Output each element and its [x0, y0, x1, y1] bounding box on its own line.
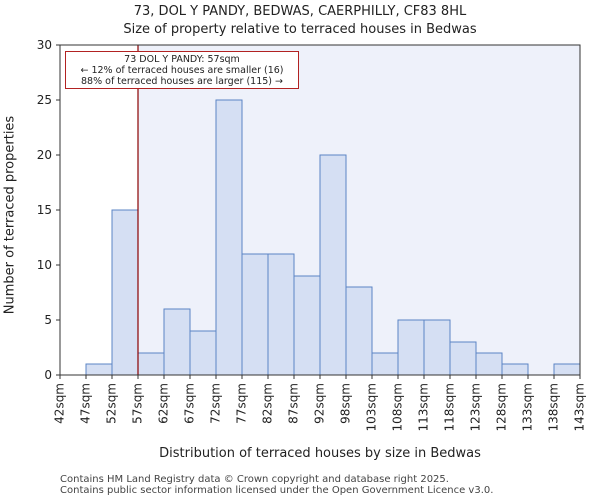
- x-tick-label-118sqm: 118sqm: [443, 383, 457, 431]
- bar-67sqm: [189, 330, 217, 376]
- footer-line-1: Contains HM Land Registry data © Crown c…: [60, 474, 449, 485]
- x-tick-label-72sqm: 72sqm: [209, 383, 223, 424]
- bar-87sqm: [293, 275, 321, 376]
- y-tick-label: 5: [44, 313, 52, 327]
- footer-line-2: Contains public sector information licen…: [60, 485, 494, 496]
- x-tick-label-62sqm: 62sqm: [157, 383, 171, 424]
- chart-title: 73, DOL Y PANDY, BEDWAS, CAERPHILLY, CF8…: [133, 4, 467, 19]
- annotation-line-3: 88% of terraced houses are larger (115) …: [81, 76, 283, 87]
- x-tick-label-113sqm: 113sqm: [417, 383, 431, 431]
- y-tick-label: 0: [44, 368, 52, 382]
- bar-128sqm: [501, 363, 529, 376]
- x-tick-label-82sqm: 82sqm: [261, 383, 275, 424]
- x-tick-label-52sqm: 52sqm: [105, 383, 119, 424]
- x-tick-label-143sqm: 143sqm: [573, 383, 587, 431]
- bar-82sqm: [267, 253, 295, 376]
- x-tick-label-77sqm: 77sqm: [235, 383, 249, 424]
- annotation-box: 73 DOL Y PANDY: 57sqm ← 12% of terraced …: [65, 51, 299, 89]
- bar-108sqm: [397, 319, 425, 376]
- bar-47sqm: [85, 363, 113, 376]
- x-tick-label-128sqm: 128sqm: [495, 383, 509, 431]
- chart-subtitle: Size of property relative to terraced ho…: [123, 22, 477, 37]
- x-tick-label-57sqm: 57sqm: [131, 383, 145, 424]
- bar-103sqm: [371, 352, 399, 376]
- x-tick-label-42sqm: 42sqm: [53, 383, 67, 424]
- bar-62sqm: [163, 308, 191, 376]
- y-tick-label: 30: [37, 38, 52, 52]
- bar-52sqm: [111, 209, 139, 376]
- bar-98sqm: [345, 286, 373, 376]
- y-tick-label: 25: [37, 93, 52, 107]
- x-tick-label-98sqm: 98sqm: [339, 383, 353, 424]
- x-tick-label-138sqm: 138sqm: [547, 383, 561, 431]
- x-tick-label-108sqm: 108sqm: [391, 383, 405, 431]
- bar-77sqm: [241, 253, 269, 376]
- bar-92sqm: [319, 154, 347, 376]
- y-tick-label: 10: [37, 258, 52, 272]
- x-tick-label-92sqm: 92sqm: [313, 383, 327, 424]
- y-tick-label: 15: [37, 203, 52, 217]
- y-tick-label: 20: [37, 148, 52, 162]
- bar-57sqm: [137, 352, 165, 376]
- y-axis-label: Number of terraced properties: [2, 115, 18, 315]
- x-tick-label-123sqm: 123sqm: [469, 383, 483, 431]
- x-tick-label-87sqm: 87sqm: [287, 383, 301, 424]
- x-tick-label-47sqm: 47sqm: [79, 383, 93, 424]
- bar-72sqm: [215, 99, 243, 376]
- bar-113sqm: [423, 319, 451, 376]
- x-tick-label-103sqm: 103sqm: [365, 383, 379, 431]
- annotation-line-2: ← 12% of terraced houses are smaller (16…: [80, 65, 284, 76]
- x-axis-label: Distribution of terraced houses by size …: [159, 446, 481, 461]
- bar-118sqm: [449, 341, 477, 376]
- bar-123sqm: [475, 352, 503, 376]
- annotation-line-1: 73 DOL Y PANDY: 57sqm: [124, 54, 240, 65]
- bar-138sqm: [553, 363, 581, 376]
- x-tick-label-133sqm: 133sqm: [521, 383, 535, 431]
- x-tick-label-67sqm: 67sqm: [183, 383, 197, 424]
